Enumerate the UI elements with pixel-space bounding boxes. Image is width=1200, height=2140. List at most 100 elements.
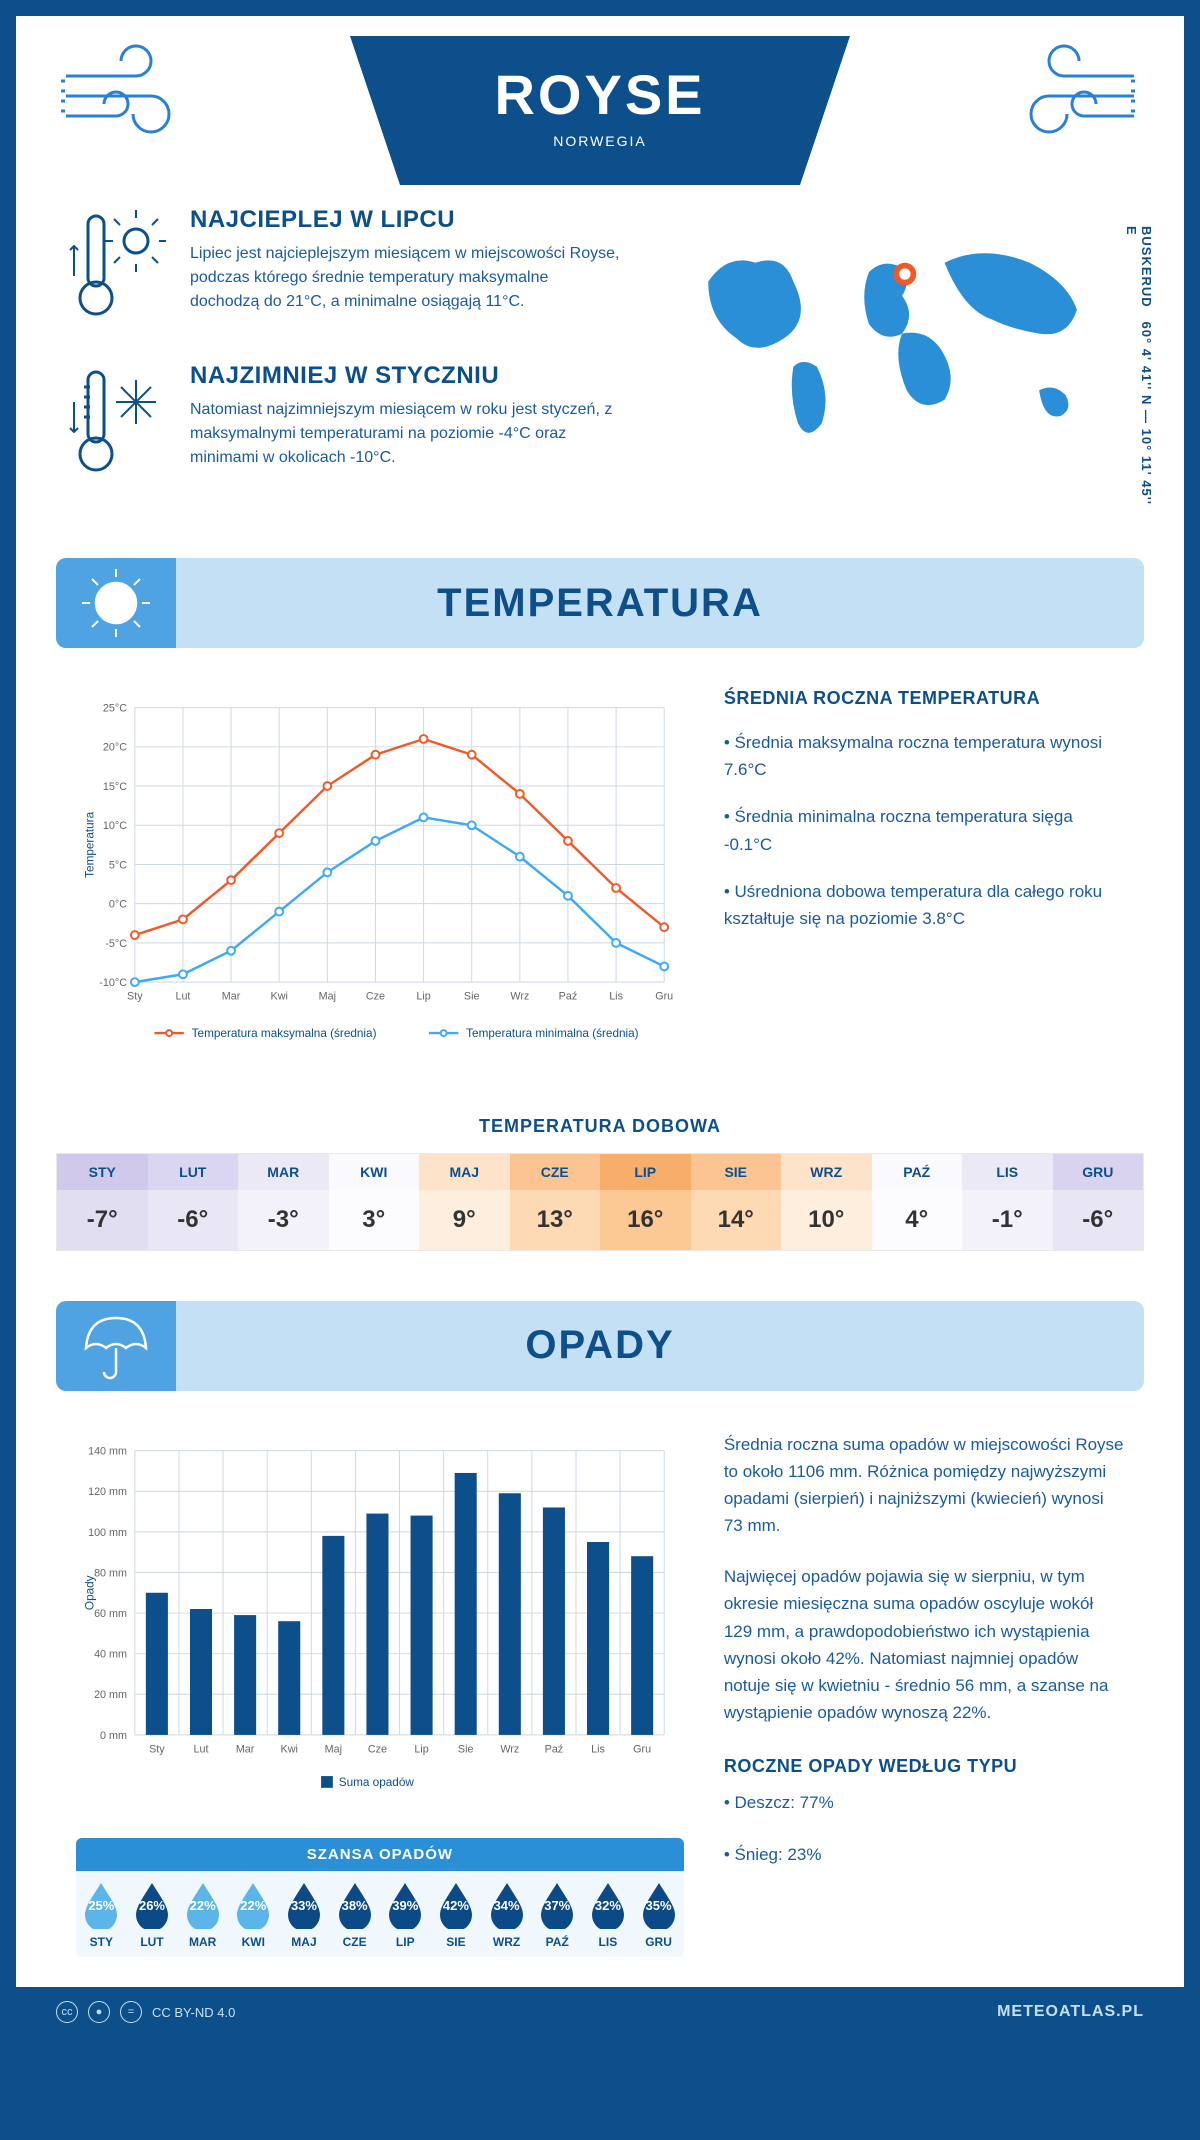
- svg-text:0°C: 0°C: [109, 899, 127, 911]
- svg-text:Sty: Sty: [149, 1743, 165, 1755]
- page: ROYSE NORWEGIA NAJCIEPLEJ W LIPCU Lipiec…: [14, 14, 1186, 2039]
- daily-cell: KWI3°: [329, 1154, 420, 1250]
- wind-icon-right: [1004, 36, 1144, 146]
- thermometer-snow-icon: [66, 362, 166, 482]
- fact-cold-heading: NAJZIMNIEJ W STYCZNIU: [190, 362, 621, 390]
- svg-text:80 mm: 80 mm: [94, 1567, 127, 1579]
- daily-cell: LUT-6°: [148, 1154, 239, 1250]
- svg-text:Lut: Lut: [175, 991, 190, 1003]
- by-icon: ●: [88, 2001, 110, 2023]
- svg-text:60 mm: 60 mm: [94, 1608, 127, 1620]
- chance-cell: 22%MAR: [177, 1871, 228, 1957]
- daily-cell: LIP16°: [600, 1154, 691, 1250]
- facts-left: NAJCIEPLEJ W LIPCU Lipiec jest najcieple…: [66, 206, 621, 518]
- svg-text:Maj: Maj: [319, 991, 336, 1003]
- chance-cell: 34%WRZ: [481, 1871, 532, 1957]
- temp-line-chart: -10°C-5°C0°C5°C10°C15°C20°C25°CStyLutMar…: [76, 688, 684, 1066]
- svg-text:15°C: 15°C: [103, 781, 127, 793]
- chance-cell: 25%STY: [76, 1871, 127, 1957]
- license-text: CC BY-ND 4.0: [152, 2005, 235, 2020]
- chance-cell: 38%CZE: [329, 1871, 380, 1957]
- fact-hot-heading: NAJCIEPLEJ W LIPCU: [190, 206, 621, 234]
- daily-cell: GRU-6°: [1053, 1154, 1144, 1250]
- thermometer-sun-icon: [66, 206, 166, 326]
- precip-side-text: Średnia roczna suma opadów w miejscowośc…: [724, 1431, 1124, 1958]
- precip-title: OPADY: [176, 1323, 1144, 1368]
- umbrella-icon: [56, 1301, 176, 1391]
- daily-temp-title: TEMPERATURA DOBOWA: [16, 1116, 1184, 1137]
- chance-cell: 33%MAJ: [279, 1871, 330, 1957]
- temp-body: -10°C-5°C0°C5°C10°C15°C20°C25°CStyLutMar…: [16, 648, 1184, 1096]
- fact-cold: NAJZIMNIEJ W STYCZNIU Natomiast najzimni…: [66, 362, 621, 482]
- footer-site: METEOATLAS.PL: [997, 2003, 1144, 2021]
- svg-text:Opady: Opady: [84, 1575, 97, 1610]
- svg-text:Lip: Lip: [416, 991, 430, 1003]
- precip-bar-chart: 0 mm 20 mm 40 mm 60 mm 80 mm 100 mm 120 mm 140 …: [76, 1431, 684, 1804]
- svg-text:Gru: Gru: [655, 991, 673, 1003]
- svg-text:Lip: Lip: [414, 1743, 428, 1755]
- daily-cell: STY-7°: [57, 1154, 148, 1250]
- svg-text:Lis: Lis: [591, 1743, 605, 1755]
- svg-text:Lut: Lut: [194, 1743, 209, 1755]
- wind-icon-left: [56, 36, 196, 146]
- cc-icon: cc: [56, 2001, 78, 2023]
- daily-cell: WRZ10°: [781, 1154, 872, 1250]
- precip-chance-box: SZANSA OPADÓW 25%STY26%LUT22%MAR22%KWI33…: [76, 1838, 684, 1957]
- footer: cc ● = CC BY-ND 4.0 METEOATLAS.PL: [16, 1987, 1184, 2037]
- chance-cell: 35%GRU: [633, 1871, 684, 1957]
- header: ROYSE NORWEGIA: [16, 16, 1184, 196]
- svg-text:Gru: Gru: [633, 1743, 651, 1755]
- title-banner: ROYSE NORWEGIA: [350, 36, 850, 185]
- temp-side-heading: ŚREDNIA ROCZNA TEMPERATURA: [724, 688, 1124, 709]
- svg-text:Cze: Cze: [368, 1743, 387, 1755]
- daily-cell: CZE13°: [510, 1154, 601, 1250]
- svg-text:Mar: Mar: [222, 991, 241, 1003]
- nd-icon: =: [120, 2001, 142, 2023]
- daily-cell: MAJ9°: [419, 1154, 510, 1250]
- chance-cell: 26%LUT: [127, 1871, 178, 1957]
- chance-cell: 22%KWI: [228, 1871, 279, 1957]
- svg-text:40 mm: 40 mm: [94, 1648, 127, 1660]
- chance-cell: 37%PAŹ: [532, 1871, 583, 1957]
- svg-text:Temperatura: Temperatura: [84, 811, 97, 877]
- svg-text:Kwi: Kwi: [271, 991, 288, 1003]
- svg-text:Sie: Sie: [464, 991, 480, 1003]
- city-title: ROYSE: [430, 62, 770, 127]
- precip-type-2: • Śnieg: 23%: [724, 1841, 1124, 1868]
- svg-text:10°C: 10°C: [103, 820, 127, 832]
- precip-p1: Średnia roczna suma opadów w miejscowośc…: [724, 1431, 1124, 1540]
- svg-text:120 mm: 120 mm: [88, 1486, 127, 1498]
- svg-text:Sie: Sie: [458, 1743, 474, 1755]
- coords-label: BUSKERUD 60° 4' 41'' N — 10° 11' 45'' E: [1124, 226, 1154, 518]
- svg-text:Paź: Paź: [545, 1743, 564, 1755]
- svg-text:140 mm: 140 mm: [88, 1445, 127, 1457]
- daily-cell: LIS-1°: [962, 1154, 1053, 1250]
- world-map: BUSKERUD 60° 4' 41'' N — 10° 11' 45'' E: [661, 206, 1134, 518]
- chance-cell: 32%LIS: [583, 1871, 634, 1957]
- svg-text:Cze: Cze: [366, 991, 385, 1003]
- daily-cell: SIE14°: [691, 1154, 782, 1250]
- temp-bullet-3: • Uśredniona dobowa temperatura dla całe…: [724, 878, 1124, 932]
- footer-license: cc ● = CC BY-ND 4.0: [56, 2001, 235, 2023]
- svg-text:Lis: Lis: [609, 991, 623, 1003]
- svg-text:Maj: Maj: [325, 1743, 342, 1755]
- precip-left: 0 mm 20 mm 40 mm 60 mm 80 mm 100 mm 120 mm 140 …: [76, 1431, 684, 1958]
- svg-text:Mar: Mar: [236, 1743, 255, 1755]
- temp-title: TEMPERATURA: [176, 581, 1144, 626]
- svg-text:25°C: 25°C: [103, 703, 127, 715]
- chance-title: SZANSA OPADÓW: [76, 1838, 684, 1871]
- svg-text:-5°C: -5°C: [105, 938, 127, 950]
- svg-text:0 mm: 0 mm: [100, 1729, 127, 1741]
- chance-cell: 39%LIP: [380, 1871, 431, 1957]
- daily-cell: PAŹ4°: [872, 1154, 963, 1250]
- svg-text:Suma opadów: Suma opadów: [339, 1775, 415, 1788]
- sun-icon: [56, 558, 176, 648]
- svg-text:20 mm: 20 mm: [94, 1689, 127, 1701]
- precip-p2: Najwięcej opadów pojawia się w sierpniu,…: [724, 1563, 1124, 1726]
- svg-text:Sty: Sty: [127, 991, 143, 1003]
- svg-text:Kwi: Kwi: [281, 1743, 298, 1755]
- country-subtitle: NORWEGIA: [430, 133, 770, 149]
- facts-row: NAJCIEPLEJ W LIPCU Lipiec jest najcieple…: [16, 196, 1184, 558]
- fact-cold-text: Natomiast najzimniejszym miesiącem w rok…: [190, 398, 621, 470]
- svg-text:100 mm: 100 mm: [88, 1526, 127, 1538]
